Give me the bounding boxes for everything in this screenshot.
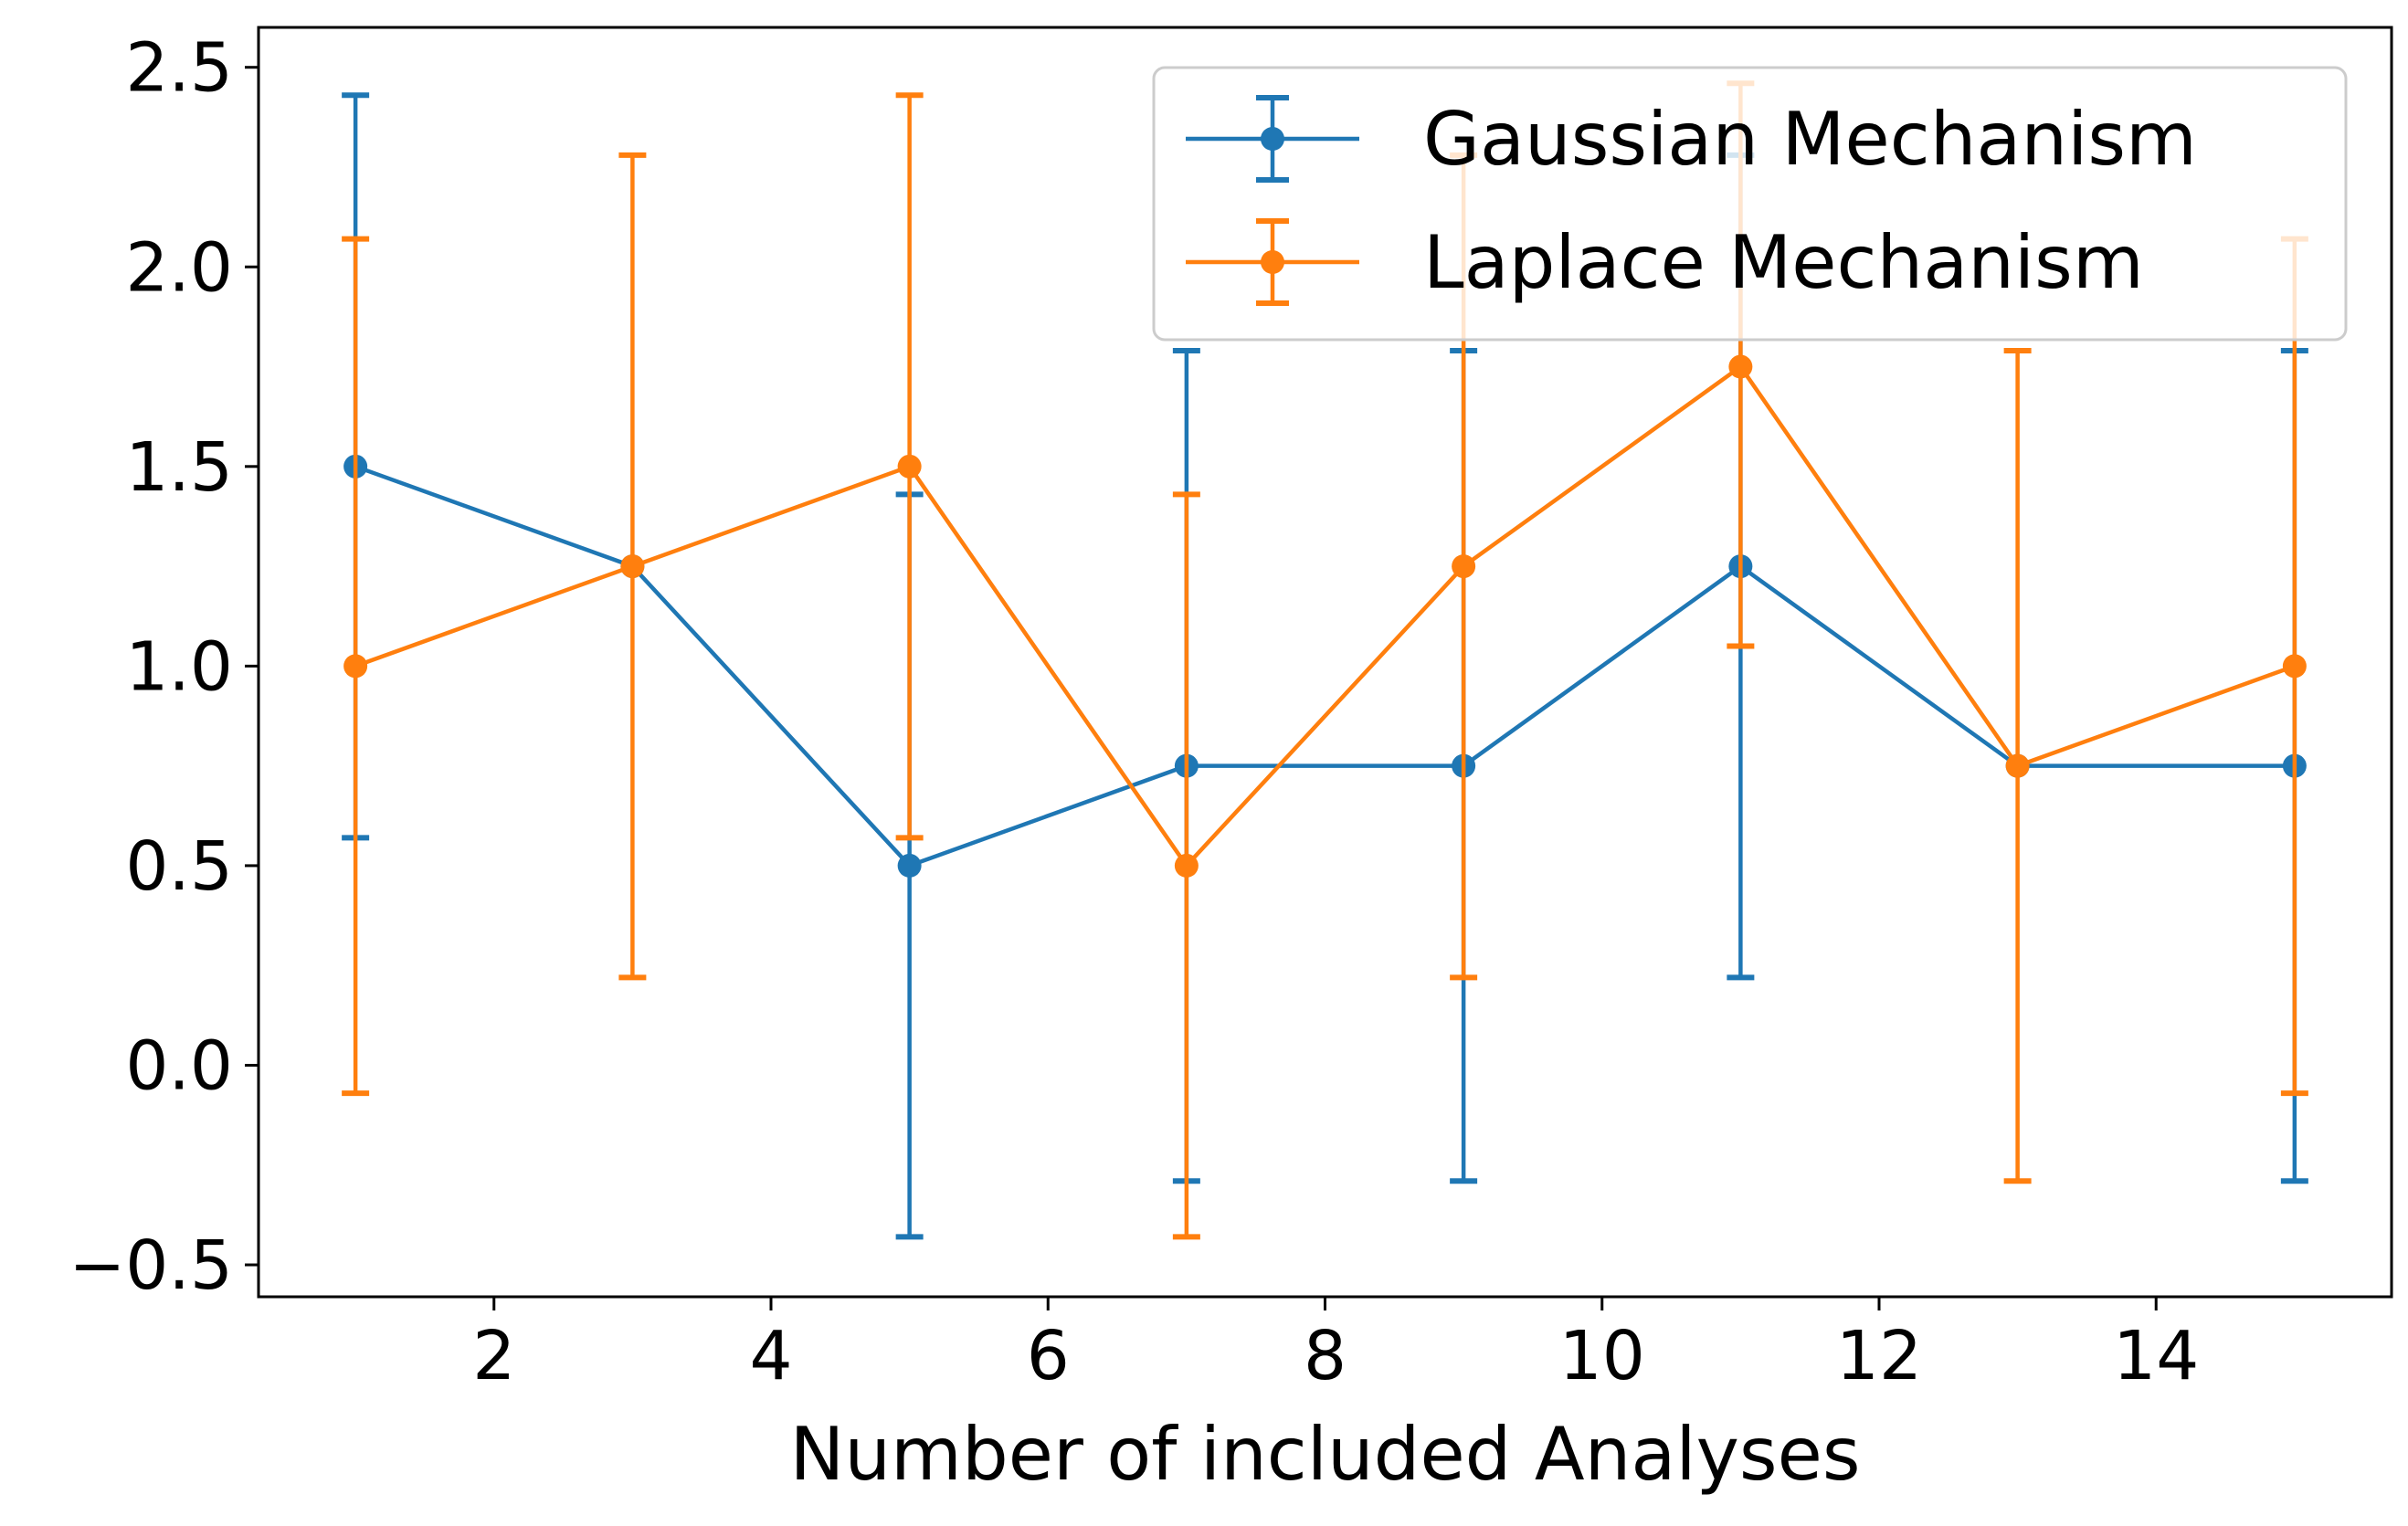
series-line: [354, 464, 2295, 868]
x-tick-label: 6: [1027, 1317, 1070, 1395]
data-point: [897, 853, 922, 878]
data-point: [1174, 853, 1199, 878]
x-tick-label: 14: [2113, 1317, 2199, 1395]
y-tick-label: 0.5: [125, 827, 233, 906]
legend-swatch: [1186, 95, 1359, 183]
plot-area: [257, 26, 2393, 1299]
legend-box: [1152, 66, 2348, 342]
y-tick-label: 2.5: [125, 29, 233, 108]
x-axis: 2 4 6 8 10 12 14: [472, 1297, 2199, 1395]
y-tick-label: −0.5: [69, 1226, 233, 1305]
data-point: [620, 554, 645, 579]
data-point: [2282, 654, 2307, 679]
y-axis: −0.5 0.0 0.5 1.0 1.5 2.0 2.5: [69, 29, 259, 1305]
data-point: [897, 454, 922, 479]
legend-swatch: [1186, 218, 1359, 306]
data-point: [343, 654, 368, 679]
legend: Gaussian Mechanism Laplace Mechanism: [1152, 66, 2348, 342]
x-tick-label: 2: [472, 1317, 515, 1395]
y-tick-label: 1.0: [125, 627, 233, 706]
series-line: [354, 363, 2296, 869]
y-tick-label: 2.0: [125, 228, 233, 307]
legend-label: Gaussian Mechanism: [1423, 97, 2197, 182]
legend-label: Laplace Mechanism: [1423, 220, 2144, 305]
data-point: [1728, 354, 1753, 379]
x-tick-label: 10: [1559, 1317, 1645, 1395]
x-axis-label: Number of included Analyses: [790, 1412, 1861, 1497]
x-tick-label: 12: [1836, 1317, 1922, 1395]
series-2: [342, 80, 2308, 1240]
y-tick-label: 0.0: [125, 1026, 233, 1105]
x-tick-label: 8: [1304, 1317, 1347, 1395]
data-point: [2005, 753, 2030, 778]
x-tick-label: 4: [749, 1317, 792, 1395]
y-tick-label: 1.5: [125, 428, 233, 507]
data-point: [1452, 554, 1476, 579]
